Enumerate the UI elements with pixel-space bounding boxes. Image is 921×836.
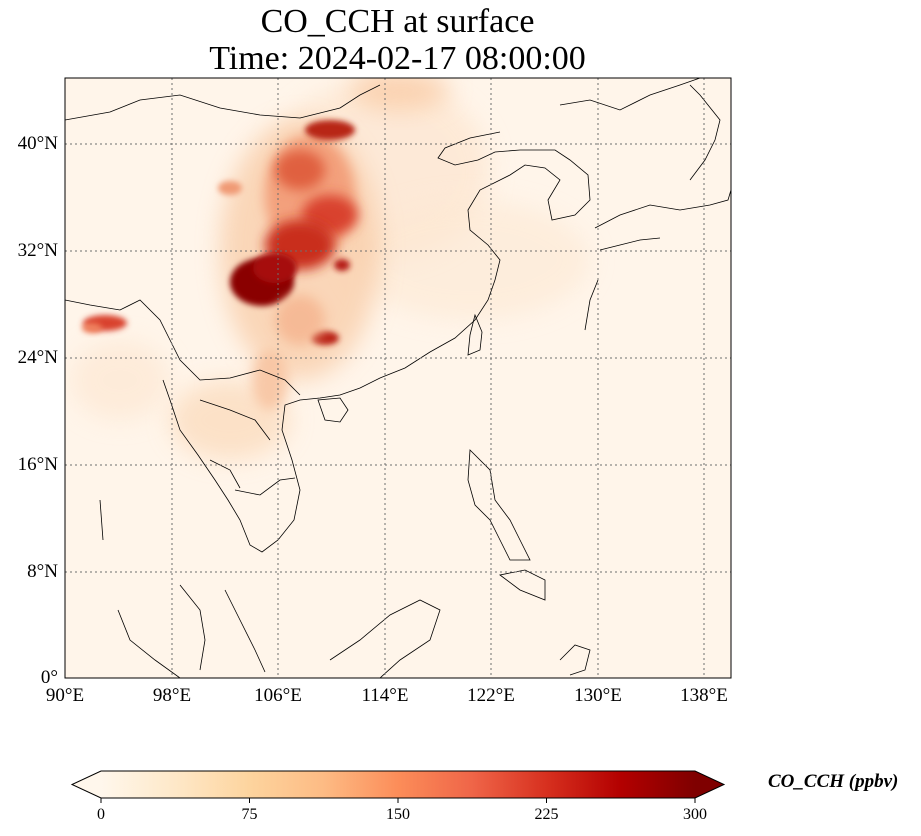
colorbar-extend-max	[695, 771, 724, 798]
colorbar-tick-label: 75	[241, 806, 258, 823]
lat-tick-label: 24°N	[17, 347, 58, 368]
map-frame	[64, 77, 732, 679]
lon-tick-label: 98°E	[152, 685, 192, 706]
colorbar-extend-min	[72, 771, 101, 798]
gridlines	[65, 78, 731, 678]
lon-tick-label: 122°E	[467, 685, 515, 706]
lat-tick-label: 0°	[40, 667, 58, 688]
colorbar-tick-label: 225	[534, 806, 559, 823]
lat-tick-label: 16°N	[17, 454, 58, 475]
colorbar-tick-label: 0	[97, 806, 105, 823]
colorbar-label: CO_CCH (ppbv)	[768, 771, 899, 792]
lat-tick-label: 32°N	[17, 240, 58, 261]
lon-tick-label: 106°E	[254, 685, 302, 706]
lat-tick-label: 40°N	[17, 133, 58, 154]
coastlines	[65, 78, 731, 678]
concentration-field	[70, 78, 590, 460]
lon-tick-label: 114°E	[361, 685, 409, 706]
colorbar-tick-label: 300	[683, 806, 707, 823]
colorbar	[70, 770, 726, 803]
map-subtitle-time: Time: 2024-02-17 08:00:00	[209, 40, 586, 77]
lon-tick-label: 90°E	[45, 685, 85, 706]
lon-tick-label: 138°E	[680, 685, 728, 706]
lat-tick-label: 8°N	[27, 561, 58, 582]
map-title: CO_CCH at surface	[260, 3, 535, 40]
colorbar-gradient	[101, 771, 695, 798]
colorbar-tick-label: 150	[386, 806, 410, 823]
lon-tick-label: 130°E	[574, 685, 622, 706]
